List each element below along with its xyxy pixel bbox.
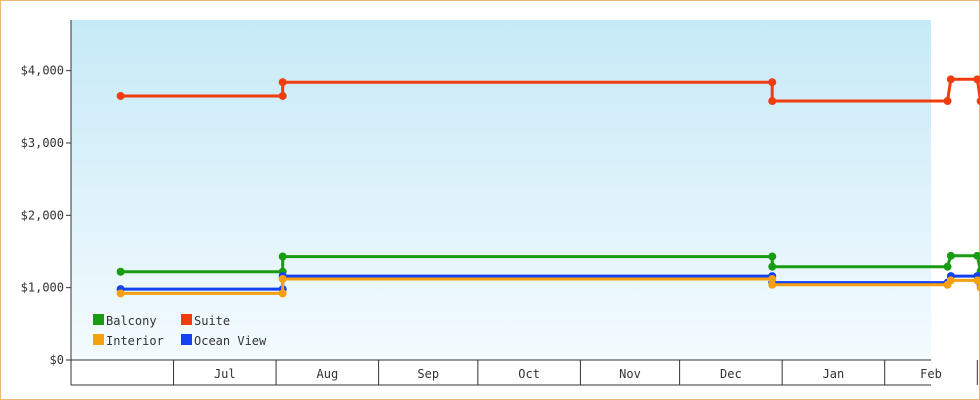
series-suite xyxy=(116,75,980,106)
legend-swatch xyxy=(181,334,192,345)
y-tick-label: $4,000 xyxy=(21,64,64,78)
data-point xyxy=(278,78,287,87)
data-point xyxy=(946,251,955,260)
legend-label: Suite xyxy=(194,314,230,328)
x-tick-label: Jul xyxy=(214,367,236,381)
data-point xyxy=(976,283,980,292)
data-point xyxy=(943,97,952,106)
y-tick-label: $2,000 xyxy=(21,208,64,222)
series-interior xyxy=(116,274,980,298)
data-point xyxy=(768,78,777,87)
series-line xyxy=(120,274,980,291)
data-point xyxy=(973,251,980,260)
x-tick-label: Aug xyxy=(317,367,339,381)
data-point xyxy=(768,262,777,271)
legend-swatch xyxy=(181,314,192,325)
x-tick-label: Oct xyxy=(518,367,540,381)
x-tick-label: Sep xyxy=(417,367,439,381)
data-point xyxy=(946,276,955,285)
data-point xyxy=(946,75,955,84)
legend-label: Interior xyxy=(106,334,164,348)
data-point xyxy=(278,252,287,261)
y-axis: $0 $1,000 $2,000 $3,000 $4,000 xyxy=(21,20,72,367)
x-axis: JulAugSepOctNovDecJanFebMarAprMayJunJulA… xyxy=(70,359,978,386)
data-point xyxy=(976,97,980,105)
data-point xyxy=(973,75,980,84)
series-line xyxy=(120,77,980,103)
x-tick-label: Dec xyxy=(720,367,742,381)
legend-swatch xyxy=(93,314,104,325)
data-point xyxy=(278,289,287,298)
data-point xyxy=(768,252,777,261)
series-line xyxy=(120,254,980,274)
legend-label: Ocean View xyxy=(194,334,267,348)
x-tick-label: Feb xyxy=(920,367,942,381)
x-tick-label: Jan xyxy=(823,367,845,381)
data-point xyxy=(116,267,125,276)
y-tick-label: $1,000 xyxy=(21,281,64,295)
y-tick-label: $0 xyxy=(50,353,64,367)
data-point xyxy=(943,262,952,271)
plot-area xyxy=(71,20,931,360)
data-point xyxy=(116,289,125,298)
x-tick-label: Nov xyxy=(619,367,641,381)
data-point xyxy=(768,274,777,283)
data-point xyxy=(768,97,777,106)
legend-label: Balcony xyxy=(106,314,157,328)
legend-swatch xyxy=(93,334,104,345)
data-point xyxy=(278,91,287,100)
data-point xyxy=(116,91,125,100)
series-layer xyxy=(116,75,980,298)
y-tick-label: $3,000 xyxy=(21,136,64,150)
data-point xyxy=(973,276,980,285)
legend: Balcony Suite Interior Ocean View xyxy=(93,314,267,348)
data-point xyxy=(768,280,777,289)
data-point xyxy=(278,274,287,283)
